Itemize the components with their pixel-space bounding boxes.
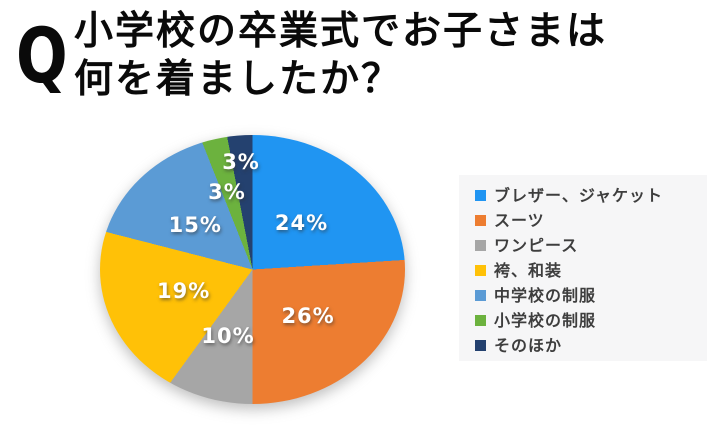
legend-row-0: ブレザー、ジャケット [475, 183, 707, 208]
page-title-line1: 小学校の卒業式でお子さまは [74, 9, 608, 54]
page-title-line2: 何を着ましたか？ [74, 57, 403, 102]
legend-row-6: そのほか [475, 333, 707, 358]
legend-label-3: 袴、和装 [494, 260, 563, 280]
legend-swatch-icon-6 [475, 340, 486, 351]
legend-swatch-icon-0 [475, 190, 486, 201]
slice-label-6: 3% [222, 150, 260, 175]
slice-label-2: 10% [201, 324, 255, 349]
legend-swatch-icon-2 [475, 240, 486, 251]
legend-row-3: 袴、和装 [475, 258, 707, 283]
legend-swatch-icon-1 [475, 215, 486, 226]
legend-row-2: ワンピース [475, 233, 707, 258]
legend-label-1: スーツ [494, 210, 545, 230]
legend-swatch-icon-4 [475, 290, 486, 301]
legend-row-5: 小学校の制服 [475, 308, 707, 333]
legend-label-4: 中学校の制服 [494, 285, 597, 305]
slice-label-0: 24% [274, 211, 329, 236]
page-title: 小学校の卒業式でお子さまは 何を着ましたか？ [74, 8, 607, 104]
legend: ブレザー、ジャケット スーツワンピース袴、和装中学校の制服 小学校の制服 そのほか [459, 175, 707, 361]
slice-label-1: 26% [281, 303, 335, 328]
slice-label-5: 3% [208, 180, 246, 204]
legend-row-4: 中学校の制服 [475, 283, 707, 308]
legend-label-0: ブレザー、ジャケット [494, 185, 664, 205]
pie-chart [100, 135, 405, 404]
legend-label-2: ワンピース [494, 235, 579, 255]
legend-swatch-icon-3 [475, 265, 486, 276]
question-mark: Q [16, 11, 68, 100]
legend-swatch-icon-5 [475, 315, 486, 326]
legend-label-6: そのほか [494, 335, 563, 355]
slice-label-3: 19% [156, 279, 211, 304]
slice-label-4: 15% [168, 213, 222, 238]
legend-label-5: 小学校の制服 [494, 310, 597, 330]
legend-row-1: スーツ [475, 208, 707, 233]
